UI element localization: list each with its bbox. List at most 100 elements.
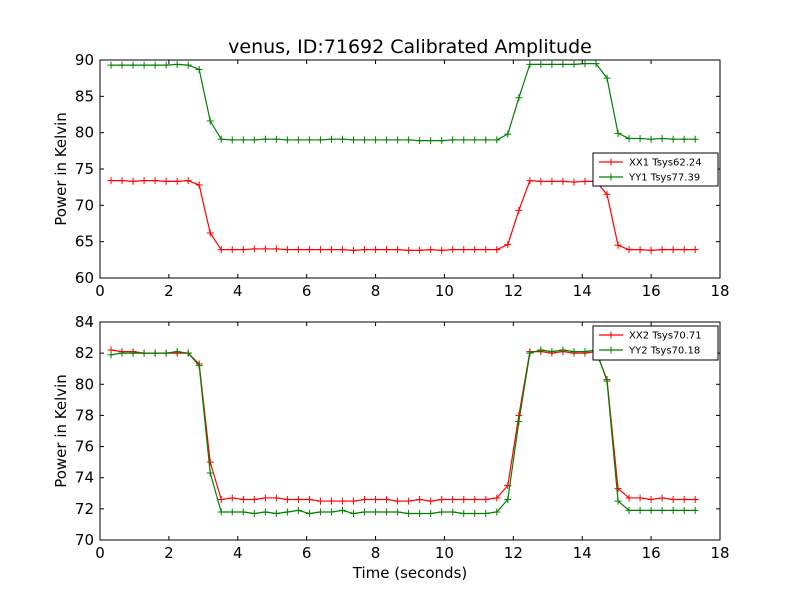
data-point: [647, 496, 655, 504]
data-point: [438, 246, 446, 254]
legend-marker: [607, 173, 615, 181]
legend-label: XX2 Tsys70.71: [629, 331, 702, 342]
x-tick-label: 8: [371, 282, 381, 300]
data-point: [394, 508, 402, 516]
data-point: [250, 496, 258, 504]
data-point: [581, 177, 589, 185]
data-point: [471, 136, 479, 144]
data-point: [405, 136, 413, 144]
data-point: [493, 494, 501, 502]
data-point: [680, 506, 688, 514]
legend-marker: [607, 346, 615, 354]
y-tick-label: 75: [75, 160, 94, 178]
x-tick-label: 16: [642, 544, 661, 562]
data-point: [228, 494, 236, 502]
data-point: [526, 177, 534, 185]
data-point: [107, 351, 115, 359]
data-point: [449, 508, 457, 516]
legend-item: XX1 Tsys62.24: [599, 158, 702, 169]
data-point: [151, 177, 159, 185]
data-point: [493, 136, 501, 144]
data-point: [162, 61, 170, 69]
data-point: [140, 349, 148, 357]
data-point: [493, 246, 501, 254]
data-point: [592, 60, 600, 68]
data-point: [559, 346, 567, 354]
data-point: [118, 61, 126, 69]
x-tick-label: 10: [435, 282, 454, 300]
data-point: [581, 348, 589, 356]
data-point: [294, 496, 302, 504]
data-point: [217, 135, 225, 143]
data-point: [206, 469, 214, 477]
data-point: [228, 508, 236, 516]
data-point: [129, 349, 137, 357]
data-point: [482, 510, 490, 518]
data-point: [305, 136, 313, 144]
data-point: [614, 485, 622, 493]
data-point: [669, 506, 677, 514]
data-point: [647, 506, 655, 514]
data-point: [416, 496, 424, 504]
data-point: [272, 245, 280, 253]
data-point: [691, 496, 699, 504]
data-point: [239, 246, 247, 254]
data-point: [680, 496, 688, 504]
data-point: [316, 497, 324, 505]
data-point: [140, 177, 148, 185]
data-point: [460, 496, 468, 504]
data-point: [118, 349, 126, 357]
data-point: [636, 506, 644, 514]
y-axis-label: Power in Kelvin: [52, 374, 70, 488]
legend: XX1 Tsys62.24 YY1 Tsys77.39: [592, 152, 719, 187]
legend-marker: [607, 331, 615, 339]
data-point: [658, 246, 666, 254]
data-point: [504, 496, 512, 504]
y-tick-label: 80: [75, 375, 94, 393]
data-point: [372, 496, 380, 504]
data-point: [537, 177, 545, 185]
data-point: [151, 349, 159, 357]
data-point: [647, 135, 655, 143]
data-point: [636, 246, 644, 254]
data-point: [129, 177, 137, 185]
data-point: [449, 496, 457, 504]
data-point: [173, 60, 181, 68]
x-tick-label: 4: [233, 282, 243, 300]
data-point: [261, 508, 269, 516]
data-point: [283, 496, 291, 504]
data-point: [338, 246, 346, 254]
legend-label: YY2 Tsys70.18: [628, 346, 700, 357]
data-point: [427, 510, 435, 518]
bottom-axes: 0 2 4 6 8 10 12 14 16 18 70 72 74 76 78 80 82 84 Power in …: [52, 313, 730, 562]
data-point: [195, 181, 203, 189]
chart-title: venus, ID:71692 Calibrated Amplitude: [228, 36, 592, 58]
data-point: [217, 496, 225, 504]
data-point: [482, 136, 490, 144]
data-point: [184, 61, 192, 69]
data-point: [669, 246, 677, 254]
data-point: [680, 246, 688, 254]
data-point: [239, 496, 247, 504]
top-axes: 0 2 4 6 8 10 12 14 16 18 60 65 70 75 80 85 90 Power in Ke…: [52, 51, 730, 300]
data-point: [405, 246, 413, 254]
data-point: [691, 135, 699, 143]
data-point: [261, 245, 269, 253]
y-tick-label: 76: [75, 438, 94, 456]
data-point: [438, 496, 446, 504]
x-tick-label: 4: [233, 544, 243, 562]
data-point: [272, 494, 280, 502]
x-tick-label: 14: [573, 282, 592, 300]
data-point: [471, 496, 479, 504]
data-point: [350, 136, 358, 144]
data-point: [361, 496, 369, 504]
data-point: [184, 177, 192, 185]
data-point: [350, 497, 358, 505]
data-point: [471, 510, 479, 518]
data-point: [372, 246, 380, 254]
data-point: [537, 346, 545, 354]
legend-item: YY2 Tsys70.18: [599, 346, 700, 357]
data-point: [283, 136, 291, 144]
data-point: [327, 508, 335, 516]
data-point: [327, 135, 335, 143]
